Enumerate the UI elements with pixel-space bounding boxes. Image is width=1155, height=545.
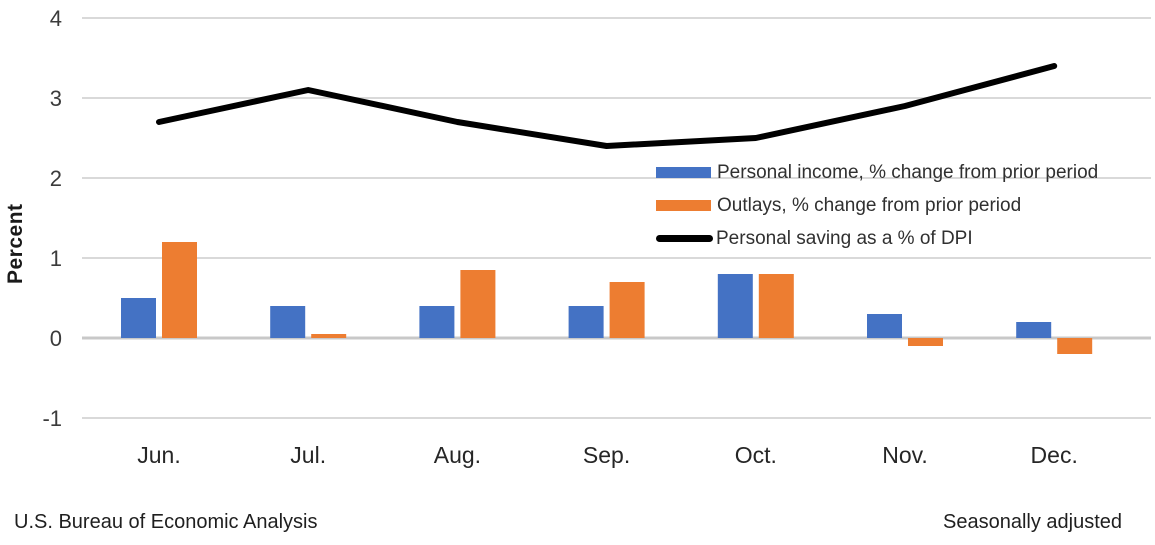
footer: U.S. Bureau of Economic Analysis Seasona… [14, 511, 1122, 534]
x-tick-label-nov: Nov. [882, 442, 928, 468]
legend: Personal income, % change from prior per… [656, 156, 1098, 255]
bar-income-jul [270, 306, 306, 338]
x-tick-label-jun: Jun. [137, 442, 180, 468]
legend-swatch-income-bar-icon [656, 167, 711, 178]
legend-swatch-saving-line-icon [656, 235, 713, 242]
legend-swatch-outlays-bar-icon [656, 200, 711, 211]
legend-item-personal-income: Personal income, % change from prior per… [656, 156, 1098, 189]
legend-label-personal-income: Personal income, % change from prior per… [717, 161, 1099, 183]
y-tick-label-4: 4 [50, 6, 62, 31]
y-axis-title: Percent [4, 203, 27, 285]
bar-income-oct [717, 274, 753, 338]
y-tick-label-0: 0 [50, 326, 62, 351]
legend-item-personal-saving: Personal saving as a % of DPI [656, 222, 1098, 255]
y-tick-label-2: 2 [50, 166, 62, 191]
legend-label-outlays: Outlays, % change from prior period [717, 194, 1022, 216]
y-tick-label--1: -1 [42, 406, 62, 431]
x-tick-label-oct: Oct. [735, 442, 777, 468]
bar-income-nov [867, 314, 902, 338]
x-tick-label-sep: Sep. [583, 442, 630, 468]
y-tick-label-3: 3 [50, 86, 62, 111]
bar-outlays-nov [908, 338, 943, 346]
bar-outlays-aug [460, 270, 496, 338]
source-note: U.S. Bureau of Economic Analysis [14, 511, 318, 533]
x-tick-label-dec: Dec. [1031, 442, 1078, 468]
x-tick-label-aug: Aug. [434, 442, 481, 468]
x-tick-label-jul: Jul. [290, 442, 326, 468]
bar-income-jun [121, 298, 156, 338]
bar-outlays-oct [758, 274, 794, 338]
bar-income-aug [419, 306, 455, 338]
legend-label-personal-saving: Personal saving as a % of DPI [716, 227, 973, 249]
bar-income-dec [1016, 322, 1052, 338]
bar-outlays-sep [609, 282, 645, 338]
bar-outlays-dec [1057, 338, 1093, 354]
y-tick-label-1: 1 [50, 246, 62, 271]
legend-item-outlays: Outlays, % change from prior period [656, 189, 1098, 222]
adjustment-note: Seasonally adjusted [942, 511, 1122, 533]
saving-rate-line [156, 63, 1058, 149]
bar-income-sep [568, 306, 604, 338]
bar-outlays-jun [162, 242, 197, 338]
bar-outlays-jul [311, 334, 347, 338]
